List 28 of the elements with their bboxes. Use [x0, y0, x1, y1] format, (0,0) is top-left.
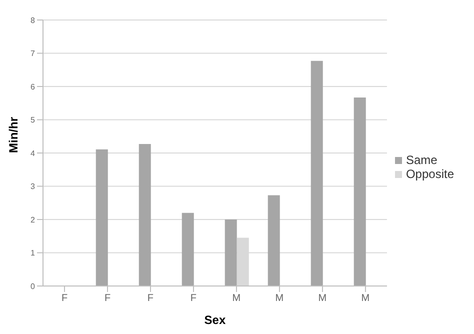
x-tick-label: F: [61, 293, 68, 304]
legend-label: Opposite: [406, 167, 454, 181]
x-tick-label: M: [275, 293, 284, 304]
x-tick-label: M: [232, 293, 241, 304]
y-tick-label: 8: [30, 16, 36, 25]
x-tick-label: F: [104, 293, 111, 304]
y-tick-label: 0: [30, 282, 36, 291]
y-tick-label: 4: [30, 148, 36, 158]
y-tick-label: 7: [30, 49, 36, 58]
bar: [310, 60, 323, 286]
y-tick-label: 1: [30, 248, 36, 258]
bar: [224, 220, 237, 286]
y-tick-label: 5: [30, 116, 36, 125]
x-tick-label: M: [318, 293, 327, 304]
x-tick-label: F: [190, 293, 197, 304]
bar: [354, 97, 366, 286]
y-tick-label: 3: [30, 182, 36, 192]
bar: [138, 144, 151, 286]
legend-label: Same: [406, 153, 438, 167]
bar: [268, 195, 280, 286]
x-tick-label: F: [147, 293, 154, 304]
x-axis-title: Sex: [204, 313, 226, 327]
y-tick-label: 2: [30, 215, 36, 224]
bar: [96, 149, 108, 286]
x-tick-label: M: [361, 293, 370, 304]
y-axis-title: Min/hr: [6, 116, 20, 153]
y-tick-label: 6: [30, 82, 36, 92]
bar: [182, 212, 194, 286]
